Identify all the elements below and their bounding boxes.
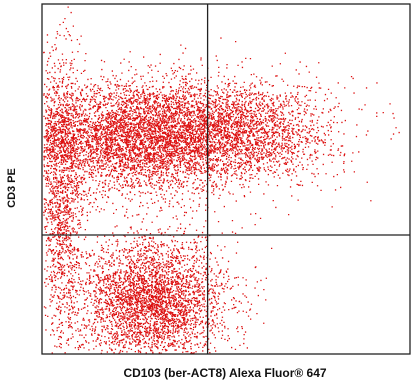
- y-axis-label: CD3 PE: [6, 168, 18, 208]
- plot-frame: [41, 3, 411, 355]
- events-layer: [43, 6, 400, 355]
- event-dots: [43, 6, 400, 355]
- x-axis-label: CD103 (ber-ACT8) Alexa Fluor® 647: [123, 366, 327, 380]
